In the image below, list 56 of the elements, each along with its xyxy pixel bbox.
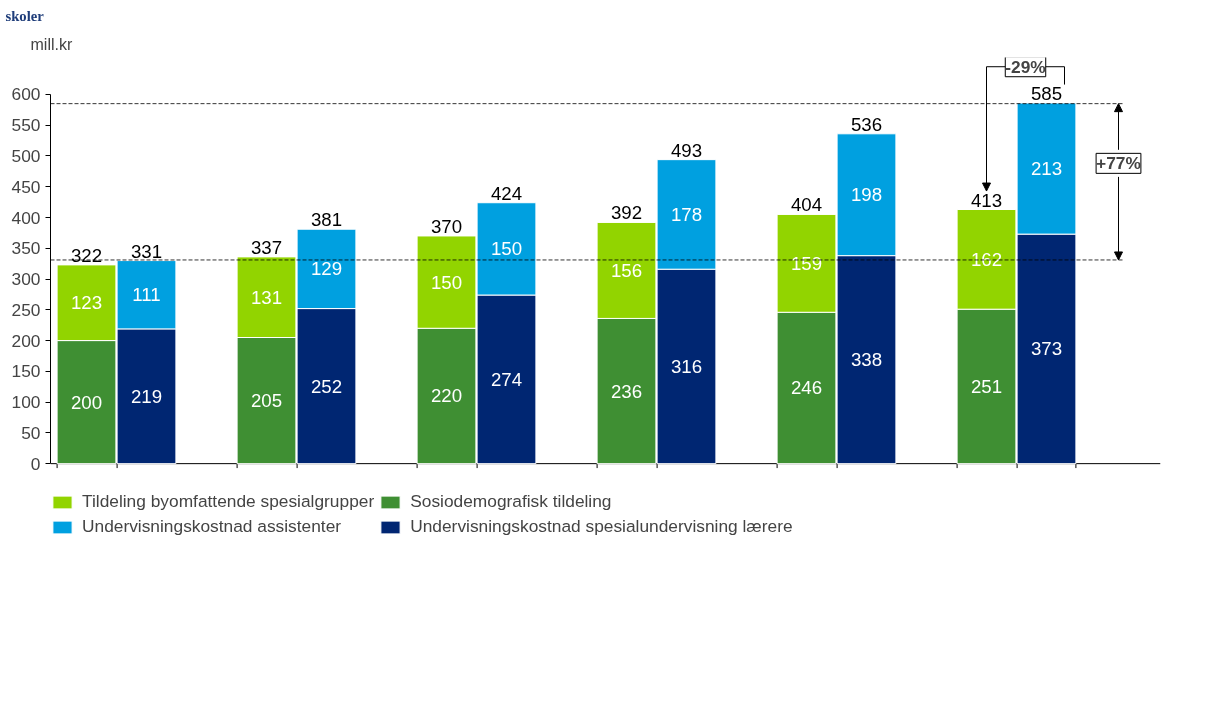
data-label: 246 <box>790 377 823 399</box>
y-tick-label: 400 <box>11 207 41 228</box>
y-tick-label: 600 <box>11 84 41 105</box>
data-label: 159 <box>790 252 823 274</box>
y-tick-label: 500 <box>11 145 41 166</box>
y-tick-label: 450 <box>11 176 41 197</box>
total-label: 392 <box>610 202 643 224</box>
data-label: 205 <box>250 390 283 412</box>
total-label: 585 <box>1030 83 1063 105</box>
legend-label: Undervisningskostnad spesialundervisning lærere <box>410 516 793 537</box>
total-label: 331 <box>130 240 163 262</box>
data-label: 220 <box>430 385 463 407</box>
chart-title: skoler <box>5 7 45 24</box>
data-label: 373 <box>1030 338 1063 360</box>
data-label: 111 <box>132 284 161 306</box>
y-tick-label: 300 <box>11 269 41 290</box>
y-tick-label: 550 <box>11 115 41 136</box>
y-tick-label: 50 <box>21 422 41 443</box>
total-label: 493 <box>670 139 703 161</box>
data-label: 156 <box>610 259 643 281</box>
y-tick-label: 0 <box>30 453 41 474</box>
data-label: 200 <box>70 391 103 413</box>
data-label: 150 <box>490 238 523 260</box>
data-label: 338 <box>850 349 883 371</box>
data-label: 316 <box>670 355 703 377</box>
y-tick-label: 100 <box>11 392 41 413</box>
y-tick-label: 350 <box>11 238 41 259</box>
legend-label: Sosiodemografisk tildeling <box>410 491 612 512</box>
y-tick-label: 200 <box>11 330 41 351</box>
total-label: 424 <box>490 182 523 204</box>
y-tick-label: 250 <box>11 299 41 320</box>
data-label: 123 <box>70 292 103 314</box>
data-label: 162 <box>970 248 1003 270</box>
legend-label: Undervisningskostnad assistenter <box>82 516 342 537</box>
data-label: 178 <box>670 203 703 225</box>
total-label: 381 <box>310 209 343 231</box>
data-label: 236 <box>610 380 643 402</box>
data-label: 198 <box>850 184 883 206</box>
y-tick-label: 150 <box>11 361 41 382</box>
total-label: 322 <box>70 244 103 266</box>
legend-label: Tildeling byomfattende spesialgrupper <box>82 491 375 512</box>
data-label: 252 <box>310 375 343 397</box>
data-label: 219 <box>130 385 163 407</box>
data-label: 150 <box>430 271 463 293</box>
data-label: 274 <box>490 368 523 390</box>
total-label: 413 <box>970 189 1003 211</box>
text: -29% <box>1005 56 1046 77</box>
total-label: 370 <box>430 215 463 237</box>
data-label: 213 <box>1030 158 1063 180</box>
data-label: 251 <box>970 375 1003 397</box>
y-axis-title: mill.kr <box>30 35 73 53</box>
total-label: 404 <box>790 194 823 216</box>
data-label: 131 <box>250 286 283 308</box>
total-label: 536 <box>850 113 883 135</box>
data-label: 129 <box>310 258 343 280</box>
total-label: 337 <box>250 236 283 258</box>
